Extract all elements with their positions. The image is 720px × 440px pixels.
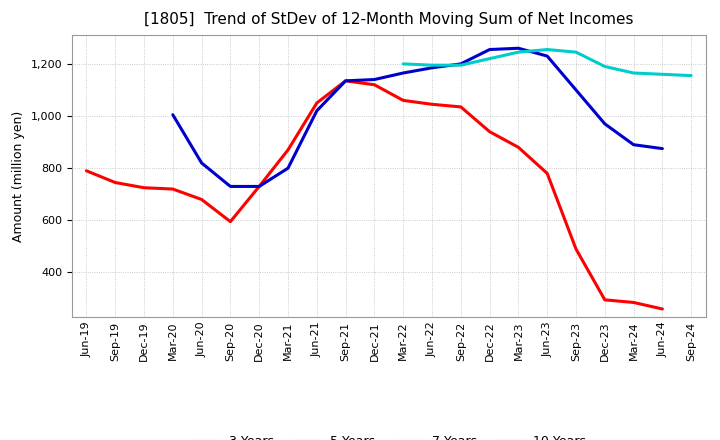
7 Years: [687, 73, 696, 78]
3 Years: [658, 306, 667, 312]
Line: 5 Years: 5 Years: [173, 48, 662, 187]
3 Years: [111, 180, 120, 185]
3 Years: [543, 171, 552, 176]
3 Years: [514, 145, 523, 150]
3 Years: [226, 219, 235, 224]
5 Years: [284, 165, 292, 171]
Title: [1805]  Trend of StDev of 12-Month Moving Sum of Net Incomes: [1805] Trend of StDev of 12-Month Moving…: [144, 12, 634, 27]
7 Years: [629, 70, 638, 76]
5 Years: [572, 87, 580, 92]
5 Years: [658, 146, 667, 151]
7 Years: [543, 47, 552, 52]
5 Years: [514, 46, 523, 51]
3 Years: [341, 78, 350, 84]
5 Years: [370, 77, 379, 82]
3 Years: [140, 185, 148, 191]
Y-axis label: Amount (million yen): Amount (million yen): [12, 110, 25, 242]
3 Years: [82, 168, 91, 173]
5 Years: [629, 142, 638, 147]
3 Years: [255, 184, 264, 189]
5 Years: [543, 53, 552, 59]
3 Years: [572, 246, 580, 252]
7 Years: [572, 50, 580, 55]
7 Years: [514, 50, 523, 55]
Legend: 3 Years, 5 Years, 7 Years, 10 Years: 3 Years, 5 Years, 7 Years, 10 Years: [186, 430, 591, 440]
3 Years: [428, 102, 436, 107]
5 Years: [226, 184, 235, 189]
3 Years: [284, 147, 292, 153]
7 Years: [428, 62, 436, 68]
5 Years: [168, 112, 177, 117]
3 Years: [629, 300, 638, 305]
5 Years: [312, 108, 321, 114]
Line: 7 Years: 7 Years: [403, 50, 691, 76]
5 Years: [428, 65, 436, 70]
3 Years: [456, 104, 465, 110]
7 Years: [456, 62, 465, 68]
5 Years: [485, 47, 494, 52]
Line: 3 Years: 3 Years: [86, 81, 662, 309]
5 Years: [341, 78, 350, 84]
3 Years: [600, 297, 609, 302]
5 Years: [197, 160, 206, 165]
3 Years: [312, 100, 321, 106]
3 Years: [399, 98, 408, 103]
7 Years: [485, 56, 494, 61]
7 Years: [658, 72, 667, 77]
5 Years: [399, 70, 408, 76]
3 Years: [485, 129, 494, 134]
3 Years: [197, 197, 206, 202]
5 Years: [255, 184, 264, 189]
3 Years: [168, 187, 177, 192]
5 Years: [600, 121, 609, 126]
5 Years: [456, 61, 465, 66]
7 Years: [600, 64, 609, 69]
7 Years: [399, 61, 408, 66]
3 Years: [370, 82, 379, 88]
